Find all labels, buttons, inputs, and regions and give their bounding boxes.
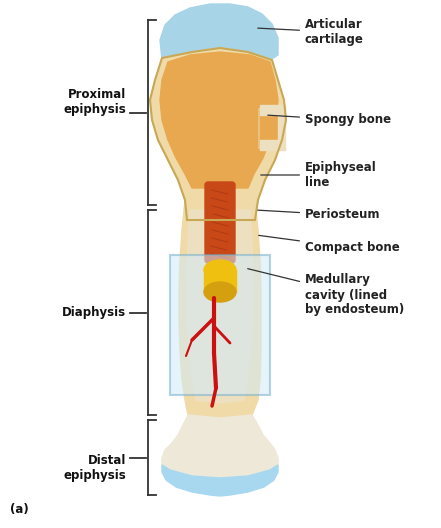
Text: Periosteum: Periosteum — [258, 209, 381, 222]
Bar — [170, 255, 270, 395]
Text: (a): (a) — [10, 503, 29, 516]
Ellipse shape — [204, 282, 236, 302]
Polygon shape — [260, 105, 285, 150]
FancyBboxPatch shape — [205, 182, 235, 263]
Polygon shape — [150, 48, 286, 220]
Text: Medullary
cavity (lined
by endosteum): Medullary cavity (lined by endosteum) — [248, 269, 404, 316]
Polygon shape — [179, 200, 261, 425]
Polygon shape — [187, 210, 253, 403]
Polygon shape — [160, 4, 278, 60]
Bar — [258, 108, 282, 148]
Text: Compact bone: Compact bone — [259, 235, 400, 254]
Text: Articular
cartilage: Articular cartilage — [258, 18, 364, 46]
Text: Proximal
epiphysis: Proximal epiphysis — [63, 89, 126, 117]
Bar — [204, 270, 236, 292]
Text: Spongy bone: Spongy bone — [268, 114, 391, 127]
Ellipse shape — [204, 260, 236, 280]
Polygon shape — [162, 465, 278, 496]
Bar — [260, 110, 280, 146]
Text: Epiphyseal
line: Epiphyseal line — [261, 161, 377, 189]
Text: Distal
epiphysis: Distal epiphysis — [63, 454, 126, 482]
Polygon shape — [160, 52, 278, 188]
Polygon shape — [162, 415, 278, 487]
Text: Diaphysis: Diaphysis — [62, 306, 126, 319]
